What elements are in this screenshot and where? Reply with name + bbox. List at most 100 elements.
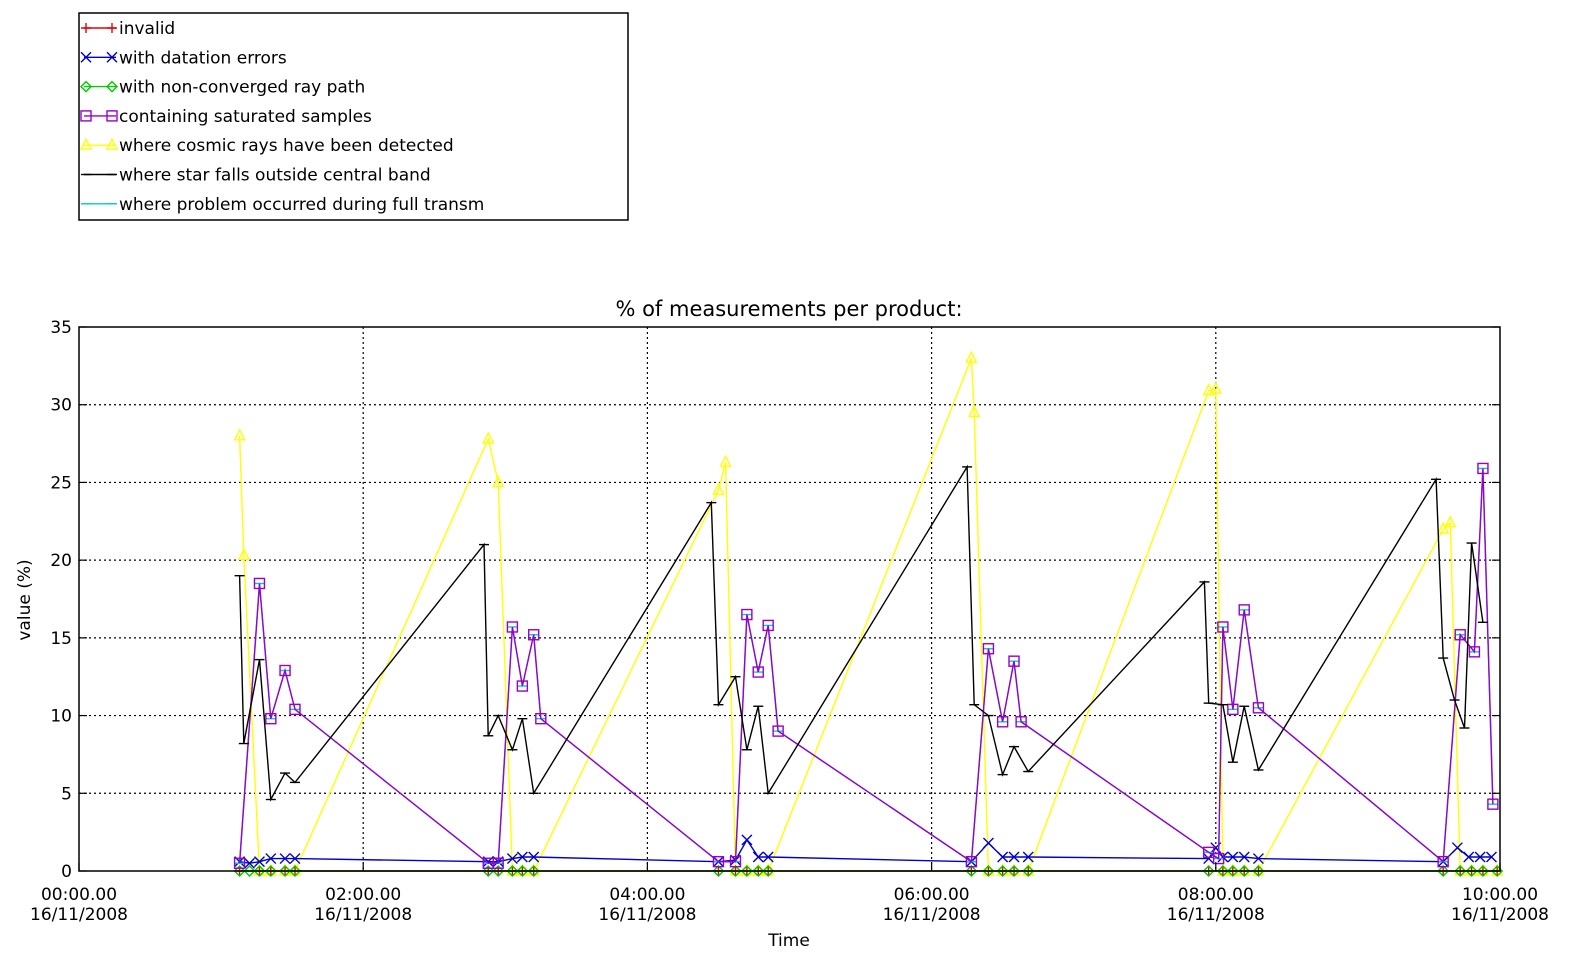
data-point [1252, 865, 1265, 877]
legend-marker [80, 51, 92, 63]
data-point [772, 725, 784, 737]
data-point [253, 856, 265, 868]
data-point [516, 865, 529, 877]
data-point [1022, 851, 1034, 863]
legend-marker [106, 51, 118, 63]
data-point [982, 837, 994, 849]
data-point [741, 834, 753, 846]
data-point [237, 547, 250, 561]
data-point [1008, 865, 1021, 877]
x-tick-time: 06:00.00 [894, 885, 970, 905]
y-tick-label: 0 [61, 862, 72, 882]
data-point [996, 865, 1009, 877]
data-point [1477, 462, 1489, 475]
data-point [1487, 798, 1499, 810]
y-tick-label: 25 [50, 473, 72, 493]
data-point [1252, 702, 1265, 714]
data-point [253, 577, 266, 590]
data-point [482, 431, 495, 444]
y-tick-label: 20 [50, 551, 72, 571]
legend-label: containing saturated samples [119, 107, 372, 127]
data-point [492, 474, 505, 488]
data-point [1202, 865, 1215, 877]
series-line [238, 464, 1484, 802]
x-tick-time: 00:00.00 [41, 885, 117, 905]
legend: invalid with datation errors with non-conv… [78, 12, 629, 221]
data-point [1474, 851, 1486, 863]
data-point [1008, 851, 1020, 863]
data-point [265, 712, 277, 725]
data-point [996, 716, 1009, 728]
data-point [528, 629, 540, 641]
data-point [244, 857, 256, 869]
legend-marker [81, 23, 91, 33]
legend-marker [107, 23, 117, 33]
data-point [1468, 646, 1481, 658]
data-point [482, 865, 495, 877]
data-point [1209, 381, 1222, 394]
data-point [1465, 865, 1478, 877]
data-point [712, 865, 725, 877]
data-point [712, 855, 725, 868]
chart-title: % of measurements per product: [615, 297, 962, 321]
data-point [1238, 851, 1250, 863]
series-line [239, 838, 1492, 864]
data-point [1437, 865, 1450, 877]
y-tick-label: 35 [50, 318, 72, 338]
data-point [253, 865, 266, 877]
data-point [279, 664, 291, 677]
legend-marker [105, 137, 119, 150]
x-tick-date: 16/11/2008 [1167, 905, 1265, 925]
data-point [762, 865, 775, 877]
data-point [965, 865, 978, 877]
data-point [762, 851, 774, 863]
data-point [1476, 865, 1489, 877]
data-point [719, 454, 732, 467]
data-point [1444, 515, 1457, 528]
data-point [1022, 865, 1035, 877]
legend-label: where cosmic rays have been detected [119, 136, 454, 156]
data-point [1202, 846, 1215, 859]
data-point [997, 851, 1009, 863]
data-point [535, 712, 547, 725]
data-point [1437, 521, 1450, 534]
data-point [740, 865, 753, 877]
legend-marker [106, 80, 118, 93]
data-point [1227, 703, 1239, 716]
data-point [516, 851, 528, 863]
x-tick-date: 16/11/2008 [314, 905, 412, 925]
x-tick-date: 16/11/2008 [598, 905, 696, 925]
data-point [1015, 716, 1027, 728]
x-tick-date: 16/11/2008 [30, 905, 128, 925]
data-point [1451, 842, 1463, 854]
data-point [506, 865, 519, 877]
y-tick-label: 10 [50, 707, 72, 727]
data-point [528, 851, 540, 863]
data-point [741, 608, 753, 621]
data-point [279, 853, 291, 865]
series-1 [234, 834, 1497, 869]
legend-label: with non-converged ray path [119, 78, 365, 98]
x-tick-time: 08:00.00 [1178, 885, 1254, 905]
data-point [968, 404, 981, 418]
series-line [238, 468, 1494, 864]
data-point [279, 865, 292, 877]
data-point [1437, 855, 1449, 868]
legend-box [78, 12, 629, 221]
data-point [752, 666, 764, 678]
data-point [752, 851, 764, 863]
data-point [233, 428, 246, 441]
legend-marker [80, 80, 92, 93]
data-point [729, 865, 742, 877]
series-group [233, 350, 1504, 877]
data-point [492, 857, 504, 869]
plot-frame [78, 326, 1501, 872]
y-tick-label: 30 [50, 396, 72, 416]
series-line [238, 468, 1494, 864]
data-point [527, 865, 540, 877]
x-tick-date: 16/11/2008 [1451, 905, 1549, 925]
data-point [1212, 852, 1225, 865]
data-point [1202, 383, 1215, 396]
series-line [238, 357, 1498, 872]
